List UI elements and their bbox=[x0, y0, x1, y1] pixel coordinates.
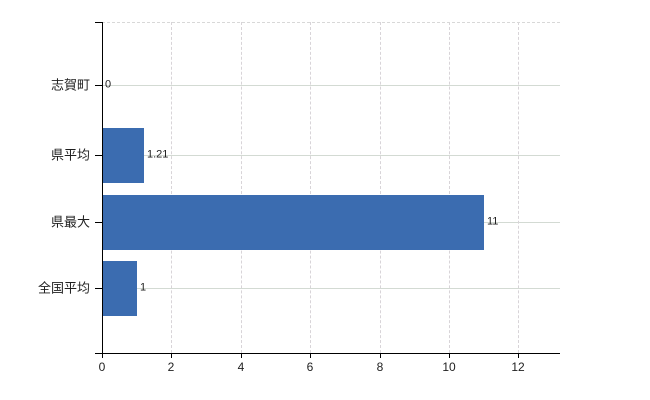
x-tick-mark bbox=[380, 353, 381, 358]
bar-2 bbox=[102, 194, 484, 250]
x-tick-mark bbox=[171, 353, 172, 358]
bar-value-label: 1.21 bbox=[147, 148, 169, 161]
category-tick-mark bbox=[95, 155, 102, 156]
plot-area: 0 1.21 11 1 bbox=[102, 22, 560, 353]
bar-value-label: 11 bbox=[487, 215, 499, 228]
vertical-gridline bbox=[241, 22, 242, 353]
vertical-gridline bbox=[310, 22, 311, 353]
x-tick-label-8: 8 bbox=[376, 360, 384, 374]
x-tick-mark bbox=[449, 353, 450, 358]
category-tick-mark bbox=[95, 85, 102, 86]
x-tick-label-2: 2 bbox=[167, 360, 175, 374]
category-tick-mark bbox=[95, 222, 102, 223]
bar-3 bbox=[102, 260, 137, 316]
category-label-2: 県最大 bbox=[50, 214, 90, 230]
vertical-gridline bbox=[449, 22, 450, 353]
category-label-0: 志賀町 bbox=[50, 77, 90, 93]
x-tick-label-0: 0 bbox=[98, 360, 106, 374]
vertical-gridline bbox=[380, 22, 381, 353]
x-tick-label-6: 6 bbox=[306, 360, 314, 374]
x-tick-mark bbox=[241, 353, 242, 358]
plot-top-boundary-line bbox=[102, 22, 560, 23]
x-tick-label-12: 12 bbox=[511, 360, 525, 374]
vertical-gridline bbox=[518, 22, 519, 353]
bar-1 bbox=[102, 127, 144, 183]
horizontal-gridline bbox=[102, 85, 560, 86]
x-tick-label-10: 10 bbox=[442, 360, 456, 374]
horizontal-gridline bbox=[102, 288, 560, 289]
vertical-gridline bbox=[171, 22, 172, 353]
x-tick-mark bbox=[310, 353, 311, 358]
x-tick-label-4: 4 bbox=[237, 360, 245, 374]
bar-value-label: 1 bbox=[140, 281, 147, 294]
x-tick-mark bbox=[102, 353, 103, 358]
category-tick-mark bbox=[95, 288, 102, 289]
x-axis-line bbox=[95, 353, 560, 354]
category-label-1: 県平均 bbox=[50, 147, 90, 163]
x-tick-mark bbox=[518, 353, 519, 358]
y-axis-end-tick bbox=[95, 22, 102, 23]
category-label-3: 全国平均 bbox=[37, 280, 90, 296]
bar-value-label: 0 bbox=[105, 78, 112, 91]
y-axis-line bbox=[102, 22, 103, 353]
horizontal-gridline bbox=[102, 155, 560, 156]
